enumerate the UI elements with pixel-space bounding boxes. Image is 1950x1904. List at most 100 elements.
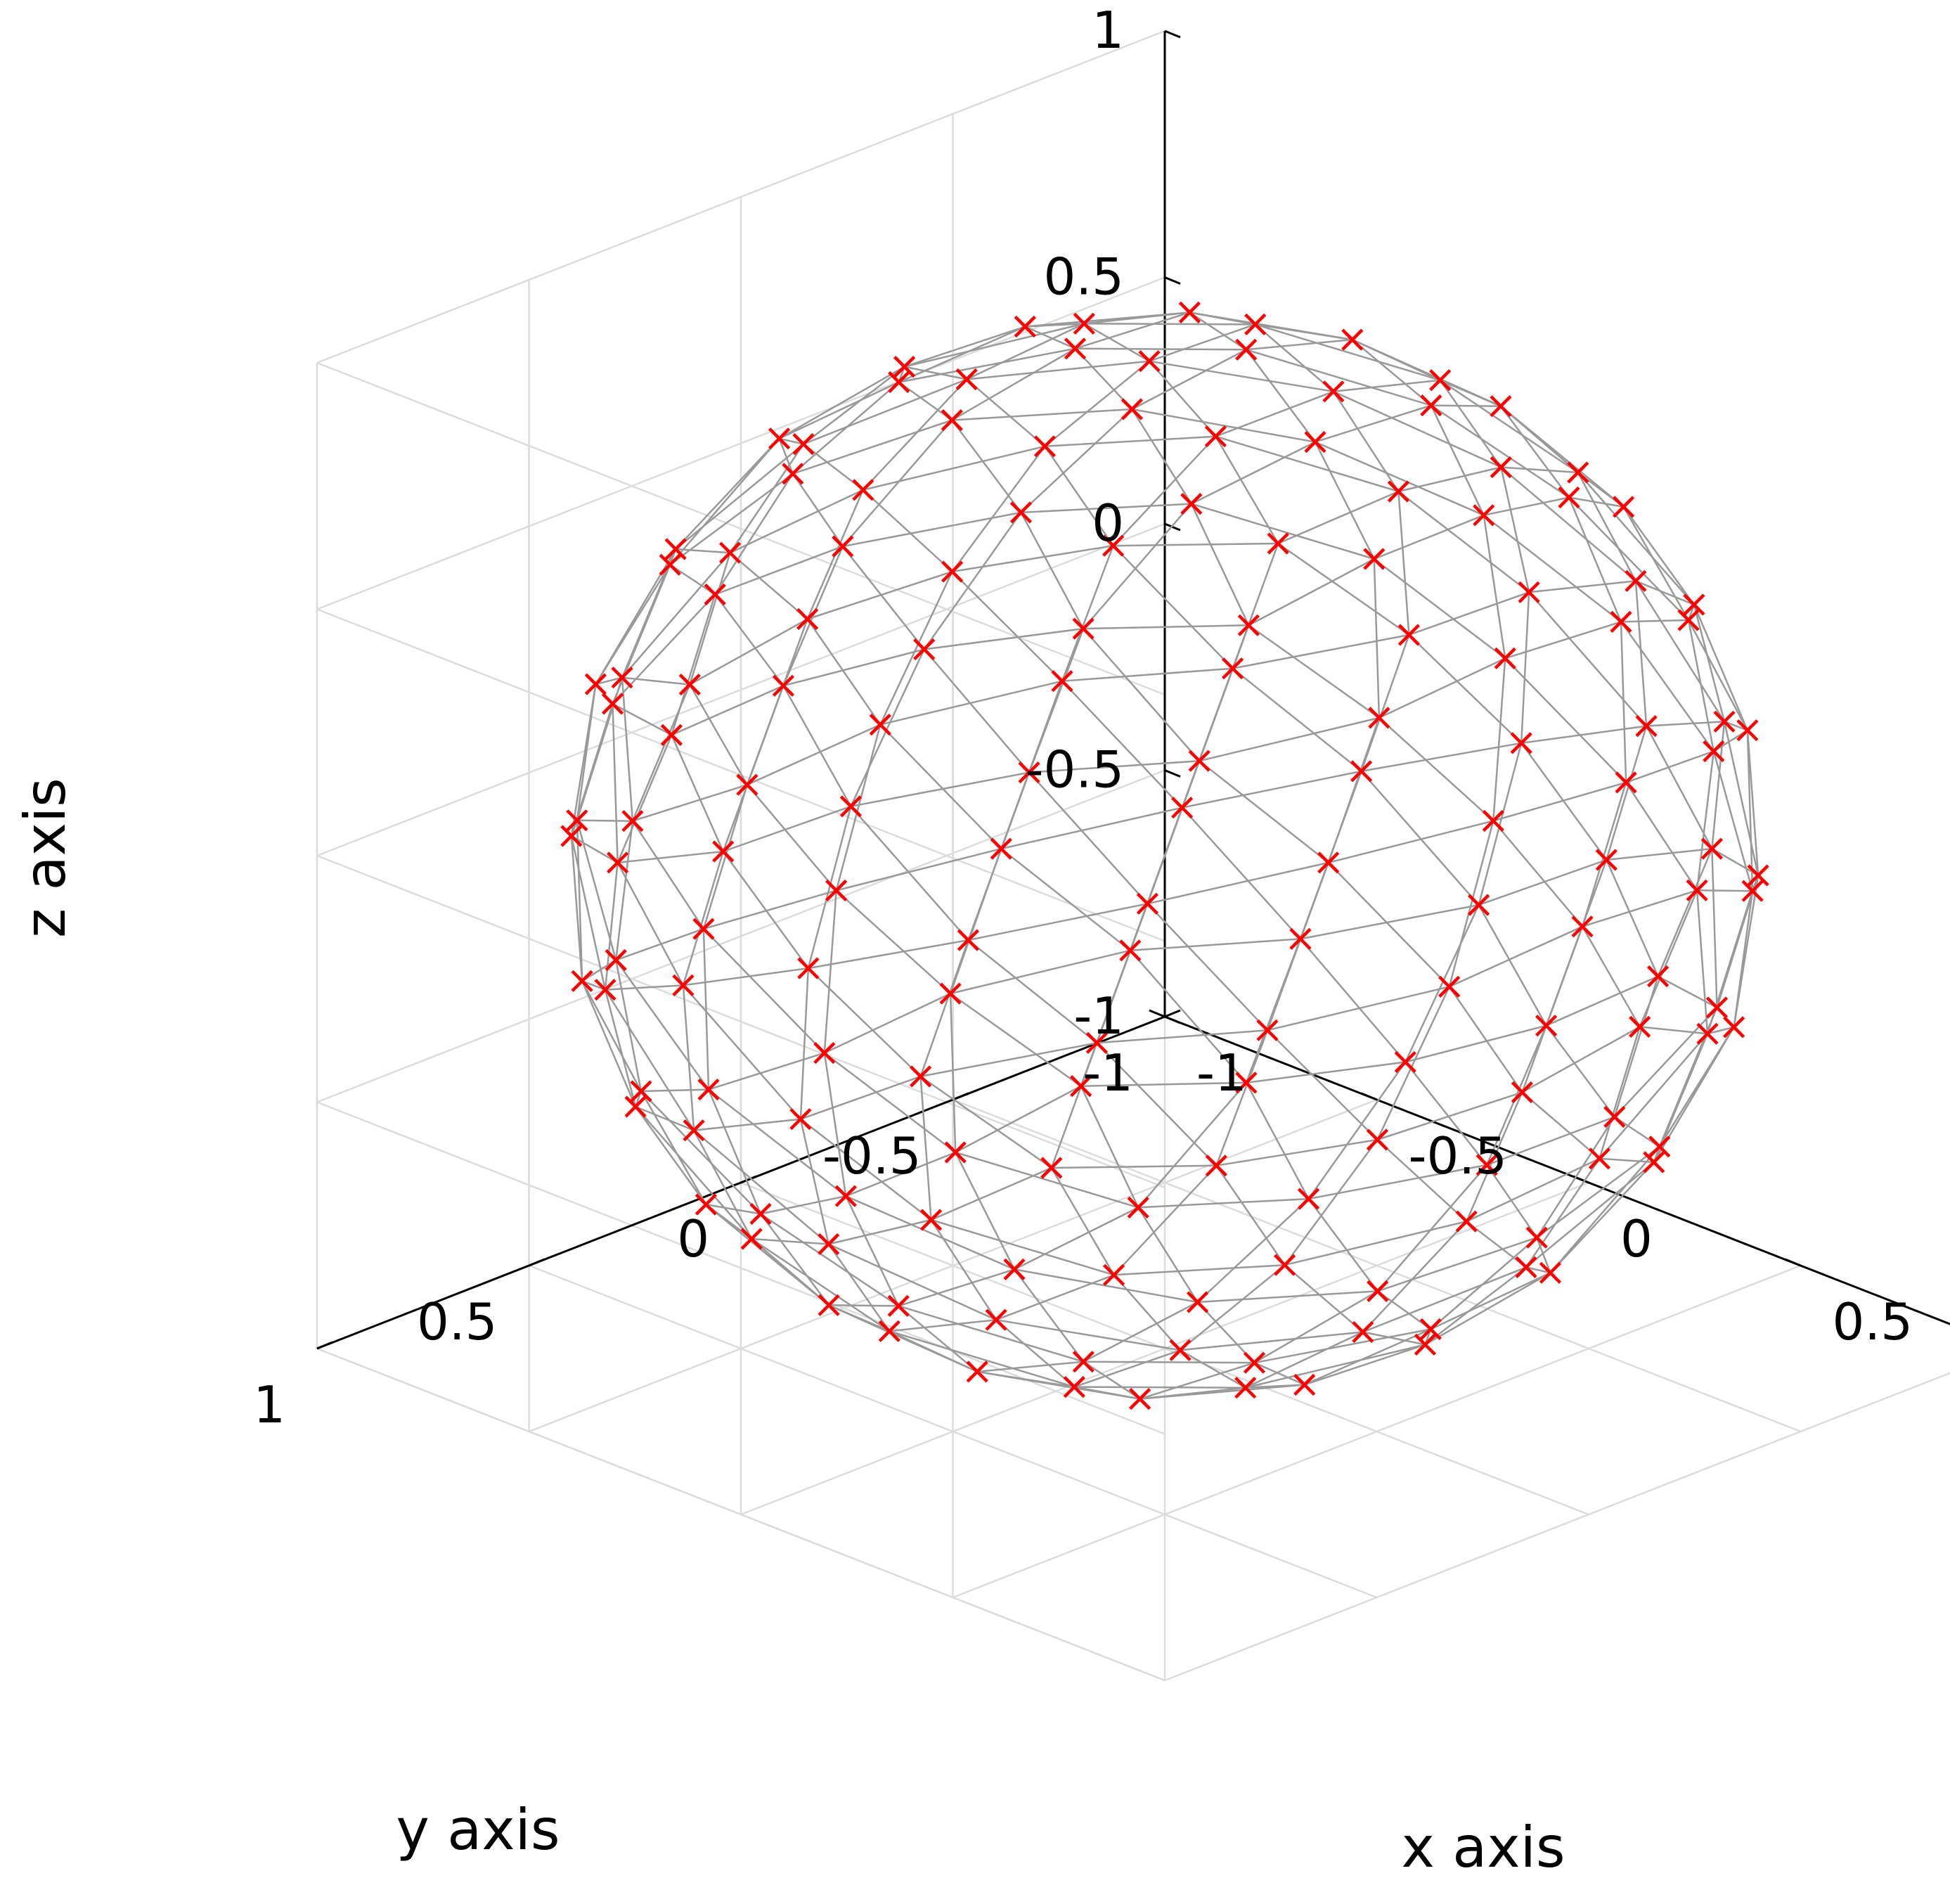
marker-stroke <box>1322 380 1345 403</box>
data-point-marker <box>939 982 962 1005</box>
mesh-edge <box>1246 1061 1406 1084</box>
mesh-edge <box>951 419 1022 513</box>
data-point-marker <box>1070 1075 1092 1098</box>
data-point-marker <box>888 371 910 394</box>
mesh-edge <box>1499 405 1570 498</box>
mesh-edge <box>1245 1384 1305 1389</box>
mesh-edge <box>1483 514 1622 623</box>
y-tick-label: -0.5 <box>822 1126 921 1185</box>
mesh-edge <box>1255 323 1441 381</box>
mesh-edge <box>1536 1116 1615 1238</box>
mesh-edge <box>1130 938 1300 952</box>
marker-stroke <box>660 723 683 746</box>
mesh-edge <box>729 552 808 620</box>
mesh-edge <box>1113 1263 1285 1276</box>
mesh-edge <box>1131 409 1192 505</box>
mesh-edge <box>1483 496 1570 517</box>
mesh-edge <box>1599 1033 1708 1159</box>
data-point-marker <box>893 356 916 378</box>
mesh-edge <box>714 593 784 687</box>
mesh-edge <box>1440 379 1502 407</box>
data-point-marker <box>1136 892 1158 915</box>
mesh-edge <box>1398 466 1502 493</box>
data-point-marker <box>1490 395 1512 418</box>
mesh-edge <box>751 1238 829 1306</box>
mesh-edge <box>1620 619 1689 623</box>
mesh-edge <box>1449 925 1583 988</box>
data-point-marker <box>1648 1136 1671 1158</box>
mesh-edge <box>1284 1264 1364 1333</box>
mesh-edge <box>1112 545 1234 669</box>
mesh-edge <box>1215 1165 1286 1266</box>
mesh-edge <box>671 594 716 735</box>
mesh-edge <box>1723 721 1759 876</box>
mesh-edge <box>1131 349 1247 411</box>
marker-stroke <box>1429 369 1452 392</box>
mesh-edge <box>782 685 852 807</box>
marker-stroke <box>672 974 695 996</box>
marker-stroke <box>1473 504 1495 527</box>
mesh-edge <box>1327 717 1381 863</box>
mesh-edge <box>1199 760 1329 863</box>
mesh-edge <box>1332 391 1400 492</box>
mesh-edge <box>1137 1207 1199 1303</box>
mesh-edge <box>1147 903 1268 1031</box>
marker-stroke <box>1567 461 1589 484</box>
data-point-marker <box>1615 771 1637 794</box>
mesh-edge <box>1478 742 1523 906</box>
data-point-marker <box>985 1308 1007 1331</box>
marker-stroke <box>683 1119 705 1142</box>
mesh-edge <box>1215 1029 1269 1166</box>
mesh-edge <box>1189 311 1353 341</box>
mesh-edge <box>1581 782 1627 927</box>
marker-stroke <box>1243 1351 1266 1374</box>
data-point-marker <box>584 673 607 695</box>
marker-stroke <box>1317 851 1340 874</box>
mesh-edge <box>1051 1164 1217 1169</box>
x-tick <box>1360 1092 1378 1101</box>
mesh-edge <box>862 489 953 572</box>
mesh-edge <box>1149 360 1217 437</box>
mesh-edge <box>730 489 864 554</box>
mesh-edge <box>1196 1198 1310 1303</box>
y-tick-label: 0 <box>677 1209 709 1268</box>
data-point-marker <box>1468 894 1490 916</box>
mesh-edge <box>1248 558 1375 626</box>
marker-stroke <box>944 1141 967 1164</box>
mesh-edge <box>1528 580 1636 593</box>
mesh-edge <box>1397 491 1410 636</box>
mesh-edge <box>904 326 1026 368</box>
mesh-edge <box>1614 1116 1660 1147</box>
mesh-edge <box>1352 338 1441 381</box>
data-point-marker <box>813 1042 836 1064</box>
mesh-edge <box>708 1088 847 1197</box>
grid-line <box>316 769 1166 1103</box>
data-point-marker <box>712 840 735 863</box>
mesh-edge <box>1378 657 1506 719</box>
mesh-edge <box>1180 1349 1246 1389</box>
mesh-edge <box>1147 760 1201 904</box>
data-point-marker <box>1629 1015 1651 1038</box>
mesh-edge <box>966 323 1085 380</box>
marker-stroke <box>1367 1280 1389 1302</box>
mesh-edge <box>1521 725 1647 745</box>
marker-stroke <box>1705 996 1729 1019</box>
marker-stroke <box>659 553 681 576</box>
mesh-edge <box>581 980 637 1107</box>
mesh-edge <box>807 967 922 1077</box>
mesh-edge <box>800 1075 922 1120</box>
mesh-edge <box>949 993 957 1153</box>
marker-stroke <box>1494 647 1516 669</box>
mesh-edge <box>827 1243 891 1332</box>
data-point-marker <box>1051 670 1073 693</box>
data-point-marker <box>607 851 629 874</box>
mesh-edge <box>1139 1387 1246 1400</box>
marker-stroke <box>878 1320 900 1342</box>
mesh-edge <box>1492 820 1584 927</box>
data-point-marker <box>1518 581 1540 603</box>
z-tick-label: 0 <box>1092 494 1124 553</box>
data-point-marker <box>1429 369 1452 392</box>
marker-stroke <box>796 607 819 631</box>
mesh-edge <box>1639 1026 1708 1035</box>
mesh-edge <box>1500 466 1636 582</box>
